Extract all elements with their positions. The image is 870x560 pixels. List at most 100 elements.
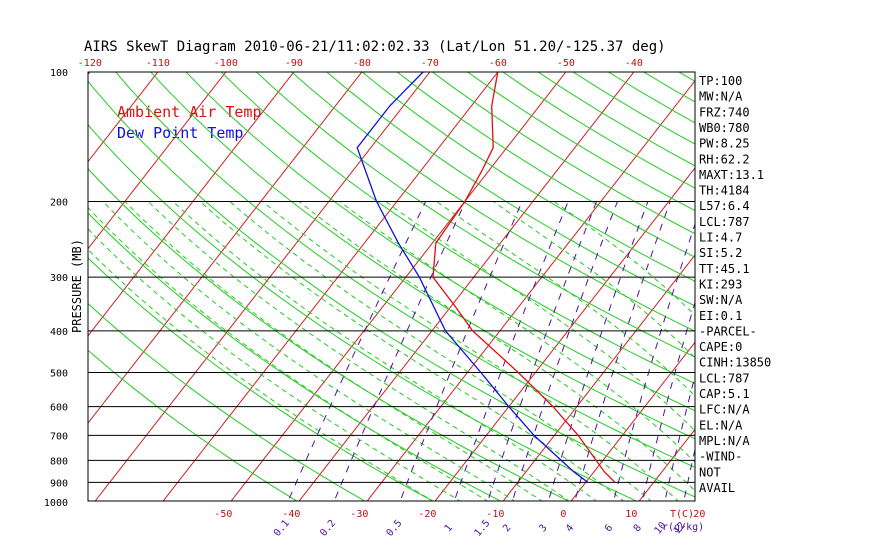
dry-adiabat-line xyxy=(115,72,695,468)
isotherm-line xyxy=(835,52,870,511)
isotherm-line xyxy=(0,52,37,511)
pressure-tick-label: 700 xyxy=(50,431,68,442)
side-panel-value: EI:0.1 xyxy=(699,309,742,323)
mixing-ratio-line xyxy=(333,201,466,501)
mixing-ratio-tick-label: 0.5 xyxy=(385,518,405,539)
top-temp-tick-label: -50 xyxy=(557,58,575,69)
mixing-ratio-line xyxy=(574,201,671,501)
side-panel-value: NOT xyxy=(699,465,721,479)
isotherm-line xyxy=(94,72,431,501)
bottom-temp-tick-label: -40 xyxy=(282,509,300,520)
moist-adiabat-line xyxy=(88,248,434,501)
mixing-ratio-tick-label: 1.5 xyxy=(473,518,493,539)
chart-title: AIRS SkewT Diagram 2010-06-21/11:02:02.3… xyxy=(84,39,666,55)
mixing-ratio-tick-label: 3 xyxy=(537,523,549,535)
mixing-ratio-line xyxy=(511,201,618,501)
side-panel-value: CINH:13850 xyxy=(699,356,771,370)
side-panel-value: MW:N/A xyxy=(699,90,743,104)
moist-adiabat-line xyxy=(229,201,652,501)
side-panel-value: KI:293 xyxy=(699,277,742,291)
dry-adiabat-line xyxy=(255,72,695,358)
bottom-temp-tick-label: 10 xyxy=(625,509,637,520)
bottom-temp-tick-label: -10 xyxy=(486,509,504,520)
bottom-temp-tick-label: 0 xyxy=(560,509,566,520)
side-panel-value: LI:4.7 xyxy=(699,231,742,245)
top-temp-tick-label: -110 xyxy=(146,58,170,69)
isotherm-line xyxy=(502,254,695,501)
isotherm-line xyxy=(366,79,695,501)
side-panel-value: EL:N/A xyxy=(699,418,743,432)
dry-adiabat-line xyxy=(88,257,434,501)
top-temp-tick-label: -120 xyxy=(78,58,102,69)
side-panel-value: MPL:N/A xyxy=(699,434,750,448)
bottom-temp-tick-label: -30 xyxy=(350,509,368,520)
dry-adiabat-line xyxy=(396,72,695,258)
dry-adiabat-line xyxy=(88,302,366,501)
pressure-tick-label: 300 xyxy=(50,273,68,284)
pressure-tick-label: 400 xyxy=(50,327,68,338)
isotherm-line xyxy=(767,52,870,511)
pressure-tick-label: 900 xyxy=(50,478,68,489)
side-panel-value: LCL:787 xyxy=(699,215,750,229)
side-panel-value: RH:62.2 xyxy=(699,152,750,166)
x-axis-label: T(C) xyxy=(670,509,694,520)
pressure-tick-label: 100 xyxy=(50,68,68,79)
pressure-tick-label: 200 xyxy=(50,197,68,208)
dewpoint-profile xyxy=(356,72,589,483)
dry-adiabat-line xyxy=(361,72,695,282)
dry-adiabat-line xyxy=(537,72,695,167)
moist-adiabat-line xyxy=(124,201,543,501)
top-temp-tick-label: -70 xyxy=(421,58,439,69)
top-temp-tick-label: -90 xyxy=(285,58,303,69)
mixing-ratio-line xyxy=(783,201,844,511)
dry-adiabat-line xyxy=(290,72,695,332)
dry-adiabat-line xyxy=(326,72,695,307)
dry-adiabat-line xyxy=(88,168,570,501)
mixing-ratio-tick-label: 1 xyxy=(443,523,455,535)
bottom-temp-tick-label: -20 xyxy=(418,509,436,520)
side-panel-value: TT:45.1 xyxy=(699,262,750,276)
mixing-ratio-line xyxy=(664,374,695,501)
legend-dew-point-temp: Dew Point Temp xyxy=(117,124,243,142)
bottom-temp-tick-label: -50 xyxy=(214,509,232,520)
side-panel-value: TH:4184 xyxy=(699,184,750,198)
mixing-ratio-tick-label: 0.1 xyxy=(272,518,292,539)
moist-adiabat-line xyxy=(147,201,570,501)
isotherm-line xyxy=(570,341,695,501)
side-panel-value: CAPE:0 xyxy=(699,340,742,354)
top-temp-tick-label: -40 xyxy=(625,58,643,69)
dry-adiabat-line xyxy=(88,212,502,501)
dry-adiabat-line xyxy=(466,72,695,212)
plot-area xyxy=(0,52,870,511)
pressure-tick-label: 600 xyxy=(50,403,68,414)
side-panel-value: SI:5.2 xyxy=(699,246,742,260)
dry-adiabat-line xyxy=(88,80,695,498)
side-panel-value: LCL:787 xyxy=(699,371,750,385)
isotherm-line xyxy=(638,428,695,501)
isotherm-line xyxy=(88,72,295,337)
side-panel-value: CAP:5.1 xyxy=(699,387,750,401)
moist-adiabat-line xyxy=(553,200,695,317)
isotherm-line xyxy=(162,72,499,501)
y-axis-label: PRESSURE (MB) xyxy=(70,239,84,333)
isotherm-line xyxy=(88,72,227,250)
mixing-ratio-tick-label: 4 xyxy=(564,523,576,535)
moist-adiabat-line xyxy=(262,201,679,501)
side-panel-value: LFC:N/A xyxy=(699,403,750,417)
dry-adiabat-line xyxy=(150,72,695,440)
pressure-tick-label: 500 xyxy=(50,369,68,380)
side-panel-value: FRZ:740 xyxy=(699,105,750,119)
dry-adiabat-line xyxy=(185,72,695,412)
bottom-temp-tick-label: 20 xyxy=(693,509,705,520)
side-panel-value: -WIND- xyxy=(699,450,742,464)
isotherm-line xyxy=(88,72,363,424)
isotherm-line xyxy=(298,72,635,501)
side-panel-value: AVAIL xyxy=(699,481,735,495)
plot-frame xyxy=(87,71,696,502)
mixing-ratio-line xyxy=(287,201,427,501)
top-temp-tick-label: -80 xyxy=(353,58,371,69)
mixing-ratio-line xyxy=(641,300,695,501)
mixing-ratio-label: r(g/kg) xyxy=(662,522,704,533)
